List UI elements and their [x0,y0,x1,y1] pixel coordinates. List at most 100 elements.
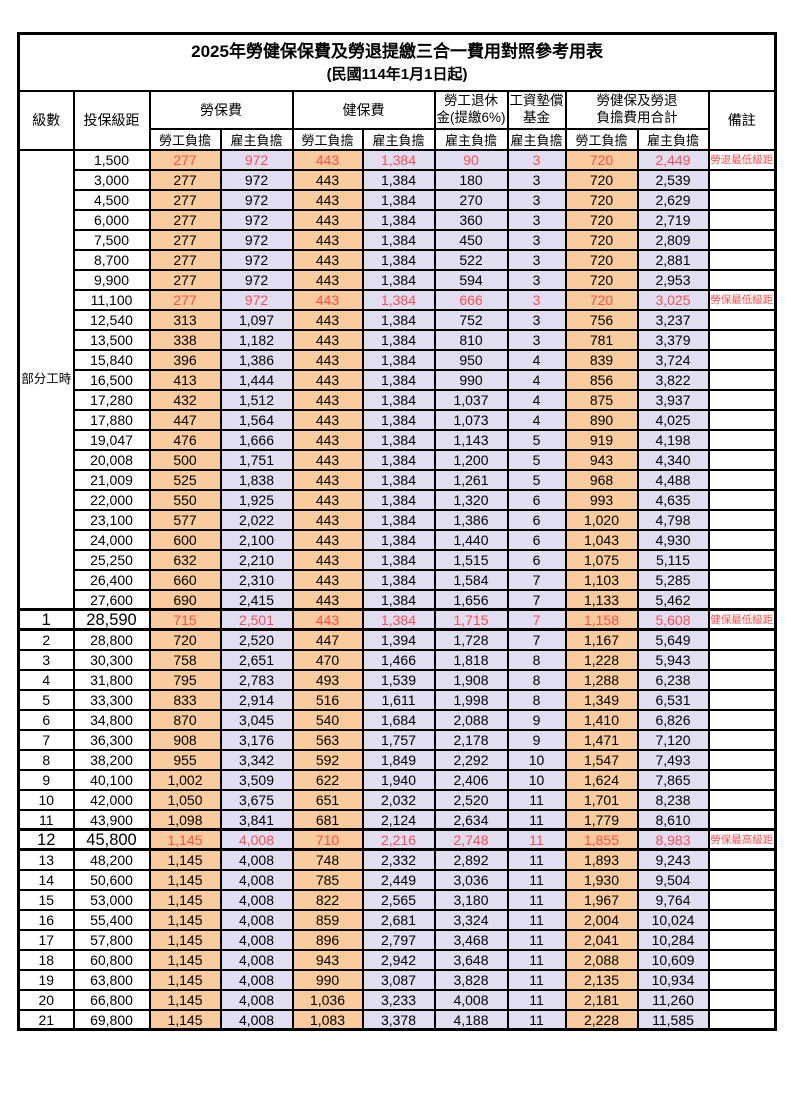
labor-employee-cell: 277 [148,248,222,271]
health-employee-cell: 563 [291,728,364,751]
remark-cell: 勞退最低級距 [707,148,777,171]
total-employee-cell: 2,181 [564,988,639,1011]
wage-fund-employer-cell: 11 [506,848,567,871]
col-header-bracket: 投保級距 [72,89,151,151]
pension-employer-cell: 1,386 [433,508,509,531]
pension-employer-cell: 1,037 [433,388,509,411]
grade-cell: 10 [17,788,75,811]
table-row: 19 63,800 1,145 4,008 990 3,087 3,828 11 2,135 10… [17,968,777,991]
total-employer-cell: 5,649 [636,628,710,651]
total-employee-cell: 2,228 [564,1008,639,1031]
bracket-cell: 53,000 [72,888,151,911]
labor-employee-cell: 500 [148,448,222,471]
pension-employer-cell: 3,324 [433,908,509,931]
pension-employer-cell: 2,634 [433,808,509,831]
total-employer-cell: 8,983 [636,828,710,852]
remark-cell [707,848,777,871]
labor-employee-cell: 1,002 [148,768,222,791]
pension-employer-cell: 270 [433,188,509,211]
wage-fund-employer-cell: 11 [506,788,567,811]
health-employer-cell: 1,611 [361,688,436,711]
labor-employer-cell: 1,751 [219,448,294,471]
table-row: 12,540 313 1,097 443 1,384 752 3 756 3,237 [19,308,777,331]
subheader-total-employee: 勞工負擔 [564,127,639,151]
table-row: 6 34,800 870 3,045 540 1,684 2,088 9 1,410 6,826 [17,708,777,731]
subheader-labor-employer: 雇主負擔 [219,127,294,151]
wage-fund-employer-cell: 5 [506,448,567,471]
bracket-cell: 48,200 [72,848,151,871]
bracket-cell: 43,900 [72,808,151,831]
health-employer-cell: 1,394 [361,628,436,651]
table-row: 11 43,900 1,098 3,841 681 2,124 2,634 11 1,779 8,… [17,808,777,831]
pension-employer-cell: 810 [433,328,509,351]
bracket-cell: 38,200 [72,748,151,771]
total-employer-cell: 5,285 [636,568,710,591]
table-header: 2025年勞健保保費及勞退提繳三合一費用對照參考用表 (民國114年1月1日起)… [17,32,777,151]
health-employer-cell: 1,384 [361,588,436,611]
remark-cell: 勞保最高級距 [707,828,777,852]
total-employer-cell: 2,539 [636,168,710,191]
total-employer-cell: 2,629 [636,188,710,211]
health-employee-cell: 748 [291,848,364,871]
header-row-main: 級數 投保級距 勞保費 健保費 勞工退休 金(提繳6%) 工資墊償 基金 勞健保… [17,89,777,151]
health-employee-cell: 443 [291,348,364,371]
health-employer-cell: 1,384 [361,508,436,531]
total-employer-cell: 5,943 [636,648,710,671]
remark-cell [707,368,777,391]
total-employer-cell: 9,504 [636,868,710,891]
remark-cell [707,688,777,711]
wage-fund-employer-cell: 11 [506,968,567,991]
total-employer-cell: 2,719 [636,208,710,231]
total-employee-cell: 1,547 [564,748,639,771]
bracket-cell: 21,009 [72,468,151,491]
table-row: 8,700 277 972 443 1,384 522 3 720 2,881 [19,248,777,271]
labor-employer-cell: 2,651 [219,648,294,671]
remark-cell [707,428,777,451]
labor-employer-cell: 2,914 [219,688,294,711]
total-employee-cell: 756 [564,308,639,331]
pension-employer-cell: 2,406 [433,768,509,791]
total-employee-cell: 968 [564,468,639,491]
bracket-cell: 8,700 [72,248,151,271]
wage-fund-employer-cell: 8 [506,648,567,671]
labor-employer-cell: 4,008 [219,848,294,871]
total-employee-cell: 1,103 [564,568,639,591]
labor-employee-cell: 715 [148,608,222,632]
labor-employer-cell: 3,675 [219,788,294,811]
bracket-cell: 23,100 [72,508,151,531]
wage-fund-employer-cell: 5 [506,428,567,451]
remark-cell [707,508,777,531]
table-row: 16,500 413 1,444 443 1,384 990 4 856 3,822 [19,368,777,391]
pension-employer-cell: 1,818 [433,648,509,671]
wage-fund-employer-cell: 3 [506,288,567,311]
labor-employee-cell: 870 [148,708,222,731]
total-employer-cell: 6,531 [636,688,710,711]
health-employer-cell: 1,384 [361,248,436,271]
table-row: 26,400 660 2,310 443 1,384 1,584 7 1,103 5,285 [19,568,777,591]
total-employer-cell: 10,609 [636,948,710,971]
wage-fund-employer-cell: 3 [506,148,567,171]
table-row: 部分工時 1,500 277 972 443 1,384 90 3 720 2,449 勞退最低級距 [17,148,777,611]
remark-cell [707,728,777,751]
bracket-cell: 69,800 [72,1008,151,1031]
col-header-remark: 備註 [707,89,777,151]
total-employer-cell: 4,635 [636,488,710,511]
bracket-cell: 36,300 [72,728,151,751]
table-row: 27,600 690 2,415 443 1,384 1,656 7 1,133 5,462 [19,588,777,611]
labor-employer-cell: 972 [219,228,294,251]
remark-cell [707,548,777,571]
wage-fund-employer-cell: 4 [506,368,567,391]
pension-employer-cell: 2,292 [433,748,509,771]
wage-fund-employer-cell: 11 [506,948,567,971]
table-row: 21,009 525 1,838 443 1,384 1,261 5 968 4,488 [19,468,777,491]
grade-cell: 4 [17,668,75,691]
health-employer-cell: 2,449 [361,868,436,891]
table-row: 24,000 600 2,100 443 1,384 1,440 6 1,043 4,930 [19,528,777,551]
labor-employee-cell: 1,098 [148,808,222,831]
pension-employer-cell: 1,715 [433,608,509,632]
pension-employer-cell: 522 [433,248,509,271]
health-employer-cell: 1,384 [361,408,436,431]
grade-cell: 3 [17,648,75,671]
labor-employee-cell: 413 [148,368,222,391]
total-employee-cell: 993 [564,488,639,511]
